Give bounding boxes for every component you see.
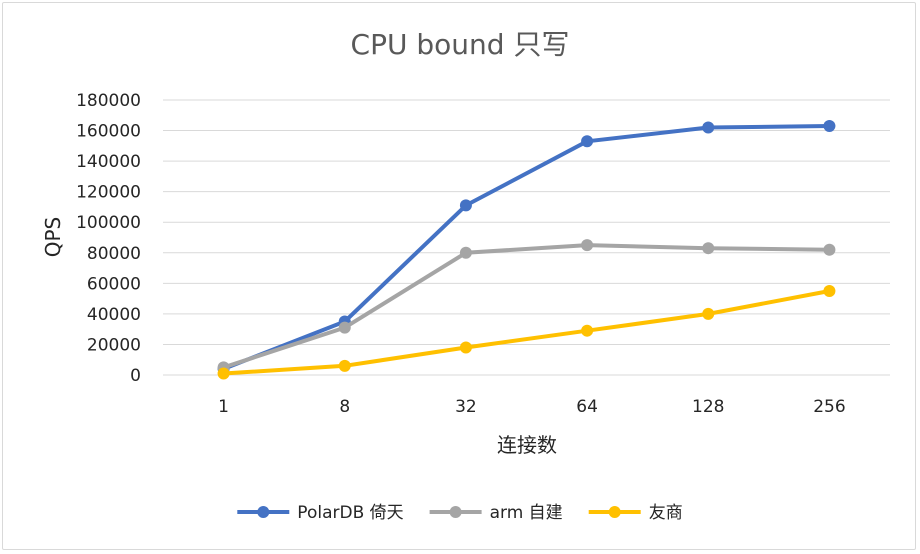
y-tick-label: 20000	[87, 335, 141, 355]
data-point	[581, 239, 594, 252]
data-point	[702, 307, 715, 320]
y-tick-label: 60000	[87, 274, 141, 294]
x-tick-label: 32	[455, 397, 477, 417]
series-line	[221, 289, 832, 376]
data-point	[823, 119, 836, 132]
data-point	[459, 341, 472, 354]
data-point	[217, 367, 230, 380]
legend-item: 友商	[588, 503, 683, 523]
y-tick-label: 180000	[76, 91, 141, 111]
y-tick-label: 0	[130, 366, 141, 386]
x-tick-label: 256	[813, 397, 845, 417]
series-line	[221, 243, 832, 370]
legend-label: 友商	[649, 503, 683, 523]
data-point	[581, 324, 594, 337]
y-axis-ticks: 0 20000 40000 60000 80000 100000 120000 140000 1…	[76, 91, 141, 386]
y-tick-label: 120000	[76, 183, 141, 203]
y-axis-title: QPS	[41, 217, 65, 258]
x-tick-label: 64	[576, 397, 598, 417]
legend-item: PolarDB 倚天	[237, 503, 404, 523]
legend-label: arm 自建	[490, 503, 563, 523]
data-point	[338, 321, 351, 334]
gridlines	[163, 99, 890, 376]
x-tick-label: 128	[692, 397, 724, 417]
legend: PolarDB 倚天 arm 自建 友商	[237, 503, 683, 523]
data-point	[459, 199, 472, 212]
legend-marker	[449, 506, 462, 518]
x-tick-label: 1	[218, 397, 229, 417]
series-2	[217, 239, 836, 374]
data-point	[338, 359, 351, 372]
y-tick-label: 140000	[76, 152, 141, 172]
y-tick-label: 80000	[87, 244, 141, 264]
y-tick-label: 40000	[87, 305, 141, 325]
x-axis-title: 连接数	[497, 433, 557, 457]
data-point	[823, 284, 836, 297]
data-point	[702, 121, 715, 134]
x-axis-ticks: 1 8 32 64 128 256	[218, 397, 845, 417]
legend-item: arm 自建	[429, 503, 563, 523]
y-tick-label: 100000	[76, 213, 141, 233]
legend-marker	[608, 506, 621, 518]
legend-label: PolarDB 倚天	[297, 503, 403, 523]
data-point	[581, 135, 594, 148]
legend-marker	[257, 506, 270, 518]
y-tick-label: 160000	[76, 122, 141, 142]
data-point	[702, 242, 715, 255]
data-point	[823, 243, 836, 256]
series-line	[221, 124, 832, 371]
x-tick-label: 8	[339, 397, 350, 417]
data-point	[459, 246, 472, 259]
chart-title: CPU bound 只写	[351, 28, 570, 61]
series-3	[217, 284, 836, 380]
series-lines	[217, 119, 836, 380]
